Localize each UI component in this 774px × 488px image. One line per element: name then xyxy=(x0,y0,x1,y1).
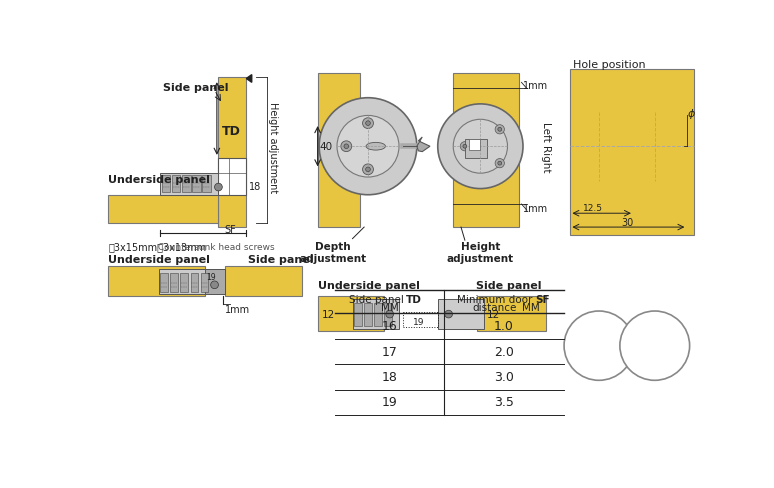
Bar xyxy=(162,176,170,193)
Text: 18: 18 xyxy=(382,370,398,383)
Text: Underside panel: Underside panel xyxy=(317,280,420,290)
Polygon shape xyxy=(246,76,252,83)
Text: TD: TD xyxy=(406,294,422,304)
Bar xyxy=(374,304,382,327)
Circle shape xyxy=(362,119,373,129)
Bar xyxy=(205,269,224,294)
Bar xyxy=(384,304,392,327)
Circle shape xyxy=(344,144,348,149)
Bar xyxy=(108,266,205,297)
Text: 19: 19 xyxy=(382,396,398,408)
Bar xyxy=(218,78,245,227)
Text: Left Right: Left Right xyxy=(541,122,551,172)
Circle shape xyxy=(564,311,634,381)
Circle shape xyxy=(365,122,370,126)
Circle shape xyxy=(365,168,370,172)
Bar xyxy=(224,266,302,297)
Bar xyxy=(202,176,211,193)
Circle shape xyxy=(461,142,470,152)
Bar xyxy=(180,274,188,292)
Circle shape xyxy=(211,282,218,289)
Bar xyxy=(352,300,399,329)
Text: 12: 12 xyxy=(321,309,334,320)
Bar xyxy=(465,139,487,159)
Text: Countersunk head screws: Countersunk head screws xyxy=(155,243,275,251)
Bar xyxy=(182,176,190,193)
Bar xyxy=(160,174,218,195)
Circle shape xyxy=(385,310,393,318)
Text: 40: 40 xyxy=(319,142,332,152)
Bar xyxy=(160,274,168,292)
Text: SF: SF xyxy=(224,224,236,234)
Text: Side panel: Side panel xyxy=(163,83,228,93)
Bar xyxy=(364,304,372,327)
Text: 17: 17 xyxy=(382,345,398,358)
Text: 19: 19 xyxy=(207,272,216,281)
Bar xyxy=(170,274,178,292)
Bar xyxy=(190,274,198,292)
Circle shape xyxy=(319,99,417,195)
Ellipse shape xyxy=(366,143,385,151)
Circle shape xyxy=(445,310,453,318)
Circle shape xyxy=(337,116,399,178)
Text: MM: MM xyxy=(522,303,539,312)
Text: 1mm: 1mm xyxy=(523,203,548,213)
Text: 18: 18 xyxy=(249,182,262,192)
Circle shape xyxy=(341,142,351,152)
Bar xyxy=(354,304,361,327)
Text: TD: TD xyxy=(222,125,241,138)
Bar xyxy=(200,274,208,292)
Text: 12.5: 12.5 xyxy=(583,204,603,213)
Text: 12: 12 xyxy=(487,309,500,320)
Text: 16: 16 xyxy=(382,320,398,332)
Circle shape xyxy=(454,120,508,174)
Bar xyxy=(172,176,180,193)
Text: Underside panel: Underside panel xyxy=(108,255,211,265)
Bar xyxy=(477,297,546,331)
Text: Underside panel: Underside panel xyxy=(108,175,211,185)
Text: distance: distance xyxy=(472,303,516,312)
Text: MM: MM xyxy=(381,303,399,312)
Bar xyxy=(159,269,224,294)
Bar xyxy=(317,74,360,227)
Text: $\phi$: $\phi$ xyxy=(687,107,697,121)
Bar xyxy=(218,159,245,195)
Circle shape xyxy=(362,164,373,175)
Text: 19: 19 xyxy=(413,317,424,326)
Circle shape xyxy=(620,311,690,381)
Text: 3.0: 3.0 xyxy=(494,370,514,383)
Circle shape xyxy=(495,125,505,135)
Polygon shape xyxy=(417,138,430,152)
Text: Side panel: Side panel xyxy=(349,294,404,304)
Bar xyxy=(108,195,218,224)
Text: Hole position: Hole position xyxy=(574,60,646,70)
Bar xyxy=(570,70,694,235)
Bar xyxy=(454,74,519,227)
Text: Minimum door: Minimum door xyxy=(457,294,532,304)
Text: SF: SF xyxy=(535,294,550,304)
Bar xyxy=(317,297,383,331)
Circle shape xyxy=(214,184,222,191)
Text: Height adjustment: Height adjustment xyxy=(269,102,279,192)
Bar xyxy=(469,139,481,151)
Text: 3.5: 3.5 xyxy=(494,396,514,408)
Circle shape xyxy=(463,145,467,149)
Text: 2.0: 2.0 xyxy=(494,345,514,358)
Text: Side panel: Side panel xyxy=(248,255,313,265)
Text: Depth
adjustment: Depth adjustment xyxy=(300,242,367,263)
Text: 1mm: 1mm xyxy=(224,305,250,315)
Text: 30: 30 xyxy=(622,217,634,227)
Bar xyxy=(192,176,200,193)
Text: 用3x15mm或3x13mm: 用3x15mm或3x13mm xyxy=(108,242,207,252)
Circle shape xyxy=(438,104,523,189)
Text: Height
adjustment: Height adjustment xyxy=(447,242,514,263)
Text: 1.0: 1.0 xyxy=(494,320,514,332)
Bar xyxy=(438,300,485,329)
Circle shape xyxy=(498,128,502,132)
Circle shape xyxy=(498,162,502,166)
Text: 1mm: 1mm xyxy=(523,81,548,90)
Text: Side panel: Side panel xyxy=(477,280,542,290)
Circle shape xyxy=(495,159,505,168)
